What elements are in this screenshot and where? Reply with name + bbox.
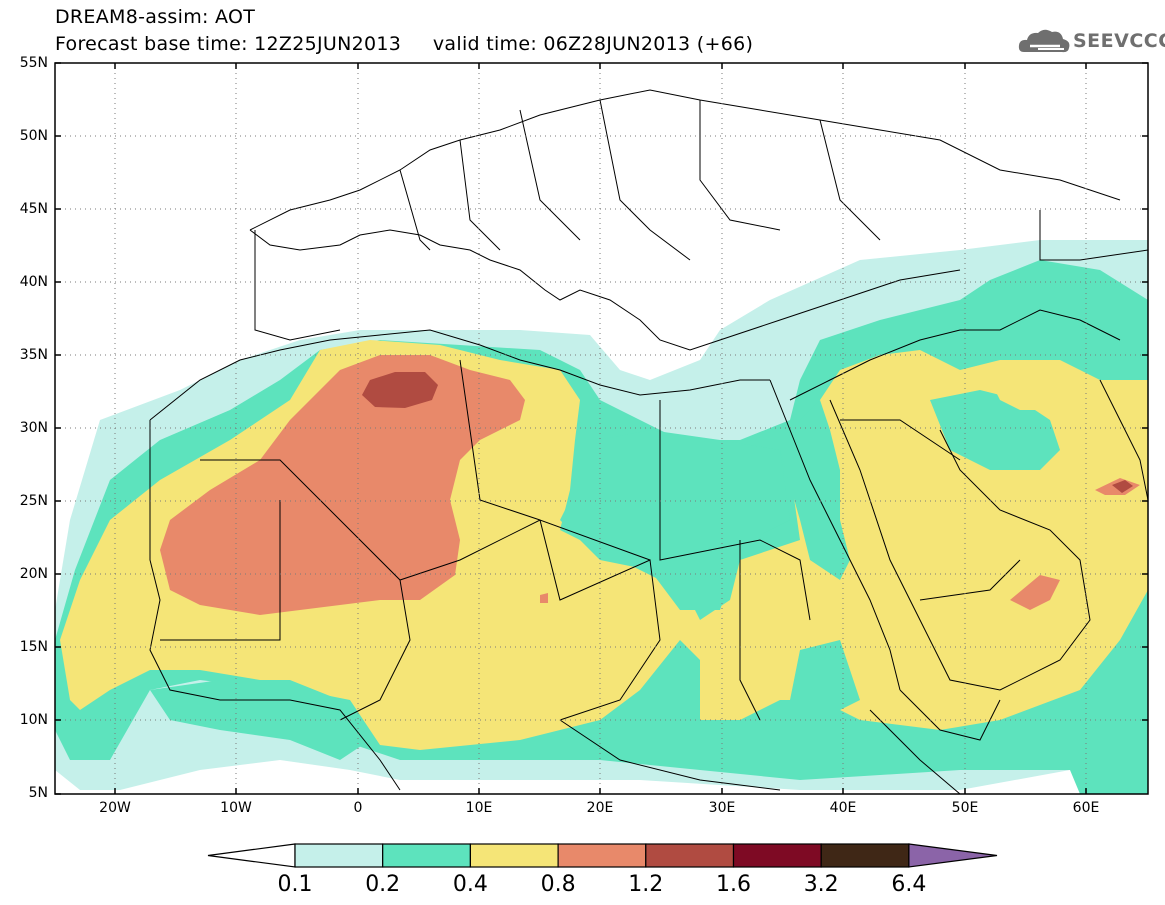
forecast-time-line: Forecast base time: 12Z25JUN2013 valid t…: [55, 33, 754, 55]
colorbar-cell-0.2: [382, 843, 472, 868]
lon-label-20w: 20W: [99, 800, 131, 816]
cloud-logo-icon: [1018, 29, 1070, 53]
logo-text: SEEVCCC: [1073, 30, 1165, 52]
lat-label-25n: 25N: [19, 493, 48, 509]
colorbar-label-0.1: 0.1: [277, 872, 313, 897]
colorbar-cell-0.1: [294, 843, 384, 868]
colorbar-overflow-arrow: [908, 843, 998, 868]
lat-label-40n: 40N: [19, 274, 48, 290]
colorbar-label-0.8: 0.8: [540, 872, 576, 897]
aot-band-0.8: [160, 355, 525, 615]
colorbar-label-3.2: 3.2: [803, 872, 839, 897]
lat-label-35n: 35N: [19, 347, 48, 363]
colorbar-cell-3.2: [820, 843, 910, 868]
colorbar-label-1.6: 1.6: [716, 872, 751, 897]
lon-label-0: 0: [353, 800, 363, 816]
colorbar-label-0.4: 0.4: [452, 872, 488, 897]
lon-label-40e: 40E: [829, 800, 857, 816]
aot-band-1.2: [362, 372, 438, 408]
colorbar-cell-0.4: [469, 843, 559, 868]
lat-label-30n: 30N: [19, 420, 48, 436]
colorbar-cell-0.8: [557, 843, 647, 868]
colorbar-cell-1.2: [645, 843, 735, 868]
lon-label-10e: 10E: [465, 800, 493, 816]
graticule: [55, 63, 1148, 794]
lon-label-10w: 10W: [220, 800, 252, 816]
lat-label-45n: 45N: [19, 201, 48, 217]
lon-label-60e: 60E: [1072, 800, 1100, 816]
lat-label-15n: 15N: [19, 639, 48, 655]
colorbar-label-6.4: 6.4: [891, 872, 927, 897]
lat-label-5n: 5N: [28, 785, 48, 801]
map-title: DREAM8-assim: AOT: [55, 6, 256, 28]
lat-label-20n: 20N: [19, 566, 48, 582]
lat-label-50n: 50N: [19, 128, 48, 144]
lon-label-20e: 20E: [586, 800, 614, 816]
colorbar-underflow-arrow: [207, 843, 296, 868]
colorbar-cell-1.6: [732, 843, 822, 868]
lon-label-30e: 30E: [708, 800, 736, 816]
lon-label-50e: 50E: [951, 800, 979, 816]
lat-label-55n: 55N: [19, 55, 48, 71]
colorbar-label-0.2: 0.2: [365, 872, 401, 897]
colorbar-label-1.2: 1.2: [628, 872, 664, 897]
lat-label-10n: 10N: [19, 712, 48, 728]
